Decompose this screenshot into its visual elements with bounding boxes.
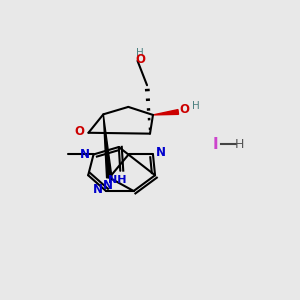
Text: N: N: [93, 183, 103, 196]
Polygon shape: [103, 114, 112, 178]
Text: O: O: [75, 125, 85, 138]
Text: N: N: [80, 148, 90, 161]
Text: H: H: [192, 101, 199, 111]
Text: N: N: [155, 146, 165, 160]
Polygon shape: [153, 110, 178, 115]
Text: O: O: [135, 53, 145, 66]
Text: NH: NH: [108, 175, 127, 185]
Text: O: O: [180, 103, 190, 116]
Text: N: N: [103, 179, 113, 193]
Text: I: I: [213, 136, 218, 152]
Text: H: H: [235, 138, 244, 151]
Text: H: H: [136, 47, 144, 58]
